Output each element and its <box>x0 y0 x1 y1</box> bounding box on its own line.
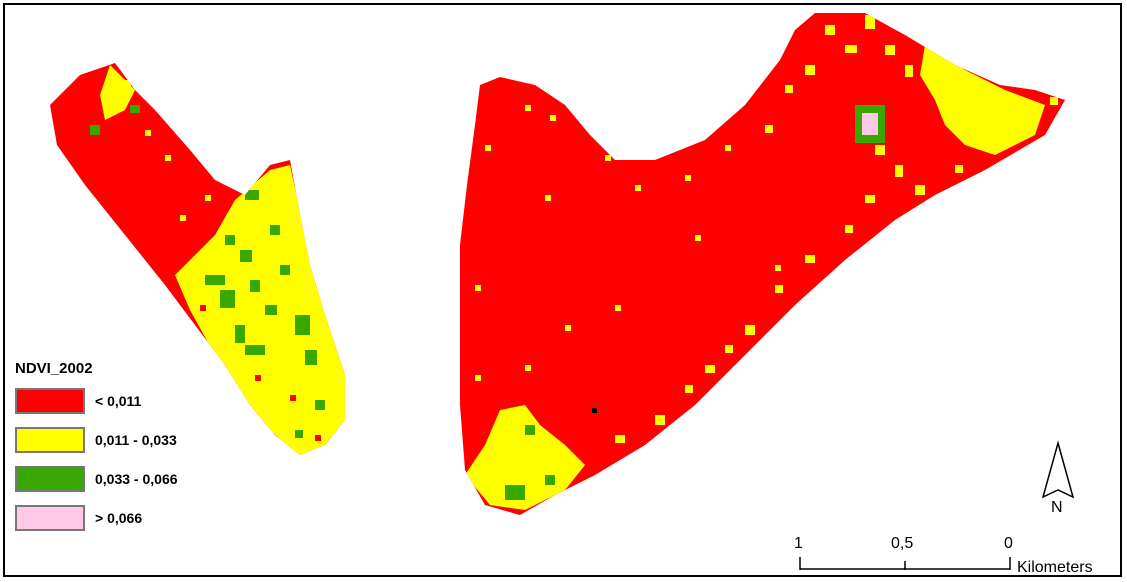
legend-label-mid-low: 0,011 - 0,033 <box>95 432 177 448</box>
left-field <box>50 63 345 455</box>
right-field-yellow-specks <box>475 15 1058 443</box>
left-field-yellow-zone <box>175 165 345 455</box>
scale-bar <box>799 557 1011 570</box>
legend-label-high: > 0,066 <box>95 510 143 526</box>
right-field-pink-patch <box>862 113 878 135</box>
legend-swatch-pink <box>15 505 85 531</box>
legend-swatch-green <box>15 466 85 492</box>
left-field-yellow-specks <box>125 80 211 221</box>
map-frame: NDVI_2002 < 0,011 0,011 - 0,033 0,033 - … <box>3 3 1122 577</box>
left-field-green-patches <box>90 105 325 438</box>
right-field-yellow-northeast <box>920 45 1045 155</box>
left-field-red-specks <box>200 305 321 441</box>
scale-tick-1: 1 <box>794 535 803 552</box>
legend-label-mid-high: 0,033 - 0,066 <box>95 471 178 487</box>
legend-item-high: > 0,066 <box>15 504 178 532</box>
ndvi-map <box>50 13 1075 570</box>
legend-item-low: < 0,011 <box>15 387 178 415</box>
scale-tick-half: 0,5 <box>891 535 914 552</box>
right-field-black-speck <box>592 408 597 413</box>
left-field-yellow-north <box>100 65 135 120</box>
north-arrow-icon <box>1041 440 1075 499</box>
legend-title: NDVI_2002 <box>15 360 93 377</box>
legend-item-mid-high: 0,033 - 0,066 <box>15 465 178 493</box>
right-field-base <box>460 13 1065 515</box>
legend-swatch-yellow <box>15 427 85 453</box>
scale-unit: Kilometers <box>1017 559 1093 576</box>
legend-swatch-red <box>15 388 85 414</box>
legend-item-mid-low: 0,011 - 0,033 <box>15 426 178 454</box>
north-label: N <box>1051 499 1063 516</box>
legend-label-low: < 0,011 <box>95 393 142 409</box>
legend: NDVI_2002 < 0,011 0,011 - 0,033 0,033 - … <box>15 360 178 543</box>
scale-tick-0: 0 <box>1004 535 1013 552</box>
right-field <box>460 13 1065 515</box>
